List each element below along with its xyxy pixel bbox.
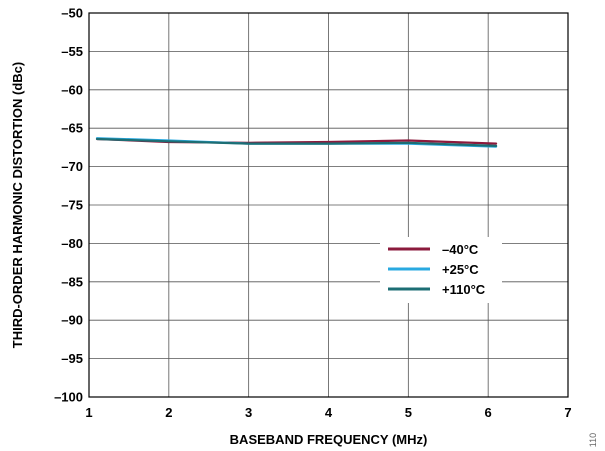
y-tick-label: –60: [61, 82, 83, 97]
y-tick-label: –90: [61, 313, 83, 328]
series-line-2: [95, 137, 498, 147]
x-tick-label: 7: [564, 405, 571, 420]
x-tick-label: 6: [485, 405, 492, 420]
x-axis-title: BASEBAND FREQUENCY (MHz): [230, 432, 428, 447]
y-axis-ticks: –50 –55 –60 –65 –70 –75 –80 –85 –90 –95 –100: [54, 6, 83, 405]
y-tick-label: –75: [61, 198, 83, 213]
x-tick-label: 1: [85, 405, 92, 420]
y-tick-label: –55: [61, 44, 83, 59]
legend-label-2: +110°C: [442, 282, 486, 297]
figure-id: 110: [588, 433, 598, 447]
x-tick-label: 5: [405, 405, 412, 420]
x-axis-ticks: 1 2 3 4 5 6 7: [85, 405, 571, 420]
y-tick-label: –65: [61, 121, 83, 136]
y-tick-label: –50: [61, 6, 83, 21]
y-axis-title: THIRD-ORDER HARMONIC DISTORTION (dBc): [10, 62, 25, 348]
grid: [88, 12, 569, 398]
x-tick-label: 2: [165, 405, 172, 420]
legend-label-0: –40°C: [442, 242, 479, 257]
series-layer: [95, 137, 498, 148]
x-tick-label: 4: [325, 405, 333, 420]
y-tick-label: –95: [61, 351, 83, 366]
legend: –40°C +25°C +110°C: [380, 237, 502, 303]
legend-label-1: +25°C: [442, 262, 479, 277]
x-tick-label: 3: [245, 405, 252, 420]
plot-frame: [88, 12, 569, 398]
y-tick-label: –80: [61, 236, 83, 251]
y-tick-label: –100: [54, 390, 83, 405]
y-tick-label: –70: [61, 159, 83, 174]
y-tick-label: –85: [61, 274, 83, 289]
